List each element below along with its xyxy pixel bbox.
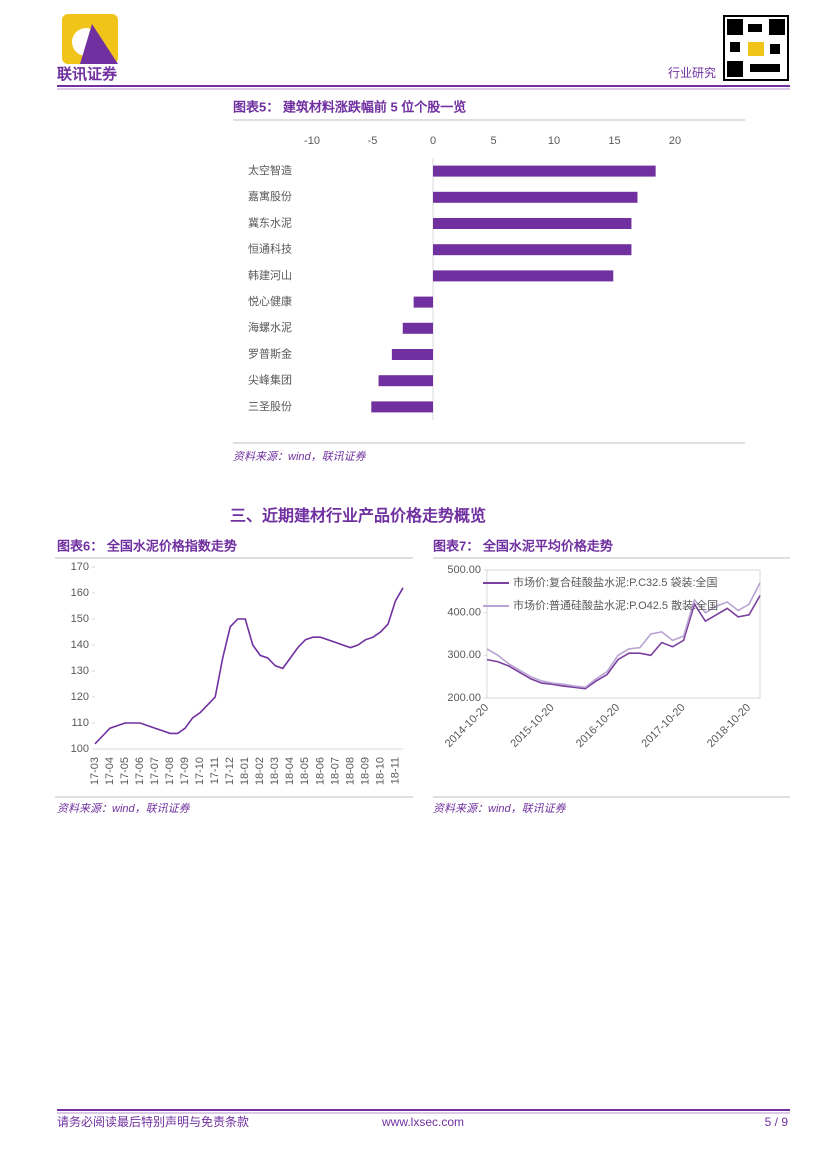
line-series — [486, 595, 761, 690]
line-series — [94, 587, 404, 745]
bar — [378, 375, 433, 387]
plot-frame — [486, 569, 761, 699]
x-tick-label: -5 — [368, 135, 378, 147]
y-tick-label: 500.00 — [447, 564, 481, 576]
x-tick-label: 17-08 — [164, 757, 176, 785]
category-label: 嘉寓股份 — [248, 189, 292, 203]
figure-title: 图表5： 建筑材料涨跌幅前 5 位个股一览 — [233, 99, 466, 114]
x-tick-label: 18-07 — [329, 757, 341, 785]
bar — [433, 270, 614, 282]
x-tick-label: 2014-10-20 — [443, 702, 491, 750]
header-section: 行业研究 — [668, 65, 716, 80]
x-tick-label: 18-04 — [284, 757, 296, 785]
bar — [413, 296, 433, 308]
x-tick-label: 2016-10-20 — [574, 702, 622, 750]
bar — [402, 322, 433, 334]
y-tick-label: 120 — [71, 691, 89, 703]
figure-source: 资料来源：wind，联讯证券 — [233, 450, 367, 463]
x-tick-label: 17-06 — [134, 757, 146, 785]
x-tick-label: 17-03 — [89, 757, 101, 785]
bar — [433, 165, 656, 177]
y-tick-label: 160 — [71, 587, 89, 599]
y-tick-label: 130 — [71, 665, 89, 677]
y-tick-label: 200.00 — [447, 692, 481, 704]
x-tick-label: 20 — [669, 135, 681, 147]
legend-label: 市场价:普通硅酸盐水泥:P.O42.5 散装:全国 — [513, 598, 718, 612]
x-tick-label: 2015-10-20 — [508, 702, 556, 750]
x-tick-label: 17-05 — [119, 757, 131, 785]
bar — [433, 244, 632, 256]
category-label: 悦心健康 — [248, 294, 292, 308]
y-tick-label: 400.00 — [447, 607, 481, 619]
x-tick-label: 18-03 — [269, 757, 281, 785]
x-tick-label: 15 — [608, 135, 620, 147]
y-tick-label: 140 — [71, 639, 89, 651]
category-label: 冀东水泥 — [248, 215, 292, 229]
x-tick-label: 0 — [430, 135, 436, 147]
x-tick-label: 18-06 — [314, 757, 326, 785]
x-tick-label: 17-10 — [194, 757, 206, 785]
category-label: 恒通科技 — [248, 242, 292, 256]
footer-disclaimer: 请务必阅读最后特别声明与免责条款 — [57, 1114, 249, 1129]
x-tick-label: 2018-10-20 — [705, 702, 753, 750]
section-heading: 三、近期建材行业产品价格走势概览 — [230, 506, 486, 525]
line-series — [486, 582, 761, 689]
figure-title: 图表7： 全国水泥平均价格走势 — [433, 538, 613, 553]
footer-url: www.lxsec.com — [381, 1115, 464, 1129]
y-tick-label: 150 — [71, 613, 89, 625]
figure-source: 资料来源：wind，联讯证券 — [433, 802, 567, 815]
x-tick-label: 18-05 — [299, 757, 311, 785]
logo — [62, 14, 118, 64]
logo-text: 联讯证券 — [57, 65, 118, 83]
category-label: 海螺水泥 — [248, 320, 292, 334]
x-tick-label: 5 — [490, 135, 496, 147]
x-tick-label: 18-01 — [239, 757, 251, 785]
x-tick-label: 17-04 — [104, 757, 116, 785]
y-tick-label: 100 — [71, 743, 89, 755]
bar — [433, 218, 632, 229]
logo-shape — [80, 24, 118, 64]
y-tick-label: 170 — [71, 561, 89, 573]
category-label: 韩建河山 — [248, 268, 292, 282]
bar — [391, 349, 433, 360]
category-label: 三圣股份 — [248, 400, 292, 413]
category-label: 罗普斯金 — [248, 346, 292, 360]
x-tick-label: 18-11 — [389, 757, 401, 784]
x-tick-label: 18-02 — [254, 757, 266, 785]
figure-source: 资料来源：wind，联讯证券 — [57, 802, 191, 815]
category-label: 尖峰集团 — [248, 373, 292, 387]
x-tick-label: 17-12 — [224, 757, 236, 785]
qr-code — [723, 15, 789, 81]
legend-label: 市场价:复合硅酸盐水泥:P.C32.5 袋装:全国 — [513, 575, 718, 589]
footer-page: 5 / 9 — [765, 1115, 789, 1129]
figure-title: 图表6： 全国水泥价格指数走势 — [57, 538, 237, 553]
x-tick-label: 18-09 — [359, 757, 371, 785]
x-tick-label: -10 — [304, 135, 320, 147]
x-tick-label: 10 — [548, 135, 560, 147]
bar — [371, 401, 433, 413]
category-label: 太空智造 — [248, 163, 292, 177]
bar — [433, 191, 638, 203]
y-tick-label: 300.00 — [447, 649, 481, 661]
x-tick-label: 17-07 — [149, 757, 161, 785]
y-tick-label: 110 — [71, 717, 89, 729]
x-tick-label: 2017-10-20 — [639, 702, 687, 750]
x-tick-label: 18-10 — [374, 757, 386, 785]
x-tick-label: 17-11 — [209, 757, 221, 784]
x-tick-label: 17-09 — [179, 757, 191, 785]
x-tick-label: 18-08 — [344, 757, 356, 785]
